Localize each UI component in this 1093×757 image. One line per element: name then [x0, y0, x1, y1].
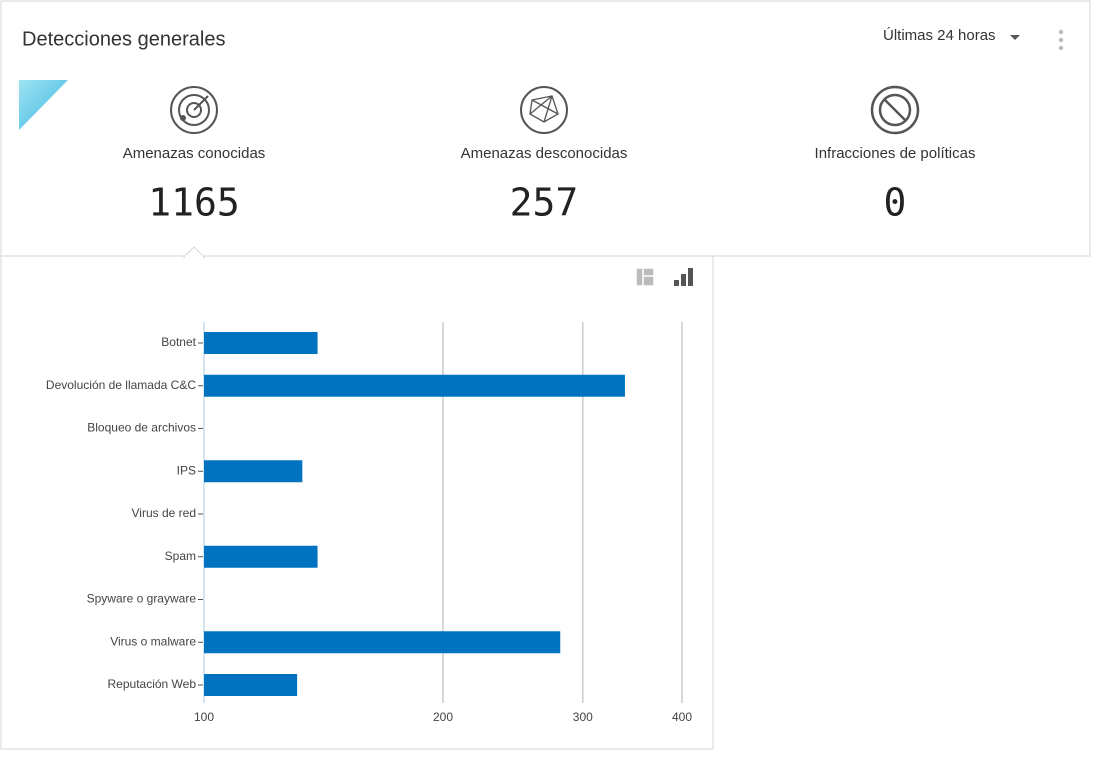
- stat-label: Infracciones de políticas: [815, 145, 976, 162]
- x-tick-label: 200: [433, 710, 453, 724]
- range-dropdown[interactable]: Últimas 24 horas: [883, 27, 1020, 44]
- dot: [1058, 29, 1064, 35]
- bar: [204, 374, 625, 397]
- caret: [1010, 35, 1020, 40]
- y-tick-label: Virus o malware: [110, 634, 196, 648]
- bar: [204, 545, 318, 568]
- table-view-icon[interactable]: [635, 267, 655, 287]
- stat-label: Amenazas desconocidas: [461, 145, 628, 162]
- dot: [1058, 37, 1064, 43]
- chart-view-icon[interactable]: [674, 268, 693, 286]
- stat-value: 0: [884, 181, 907, 225]
- selected-indicator: [19, 80, 68, 130]
- range-label: Últimas 24 horas: [883, 27, 996, 44]
- bar: [204, 332, 318, 354]
- bar: [204, 631, 561, 654]
- y-tick-label: IPS: [177, 463, 196, 477]
- menu-button[interactable]: [1058, 29, 1064, 51]
- block-icon: [870, 85, 920, 135]
- card-title: Detecciones generales: [22, 28, 225, 50]
- network-icon: [520, 86, 568, 134]
- y-tick-label: Botnet: [161, 335, 196, 349]
- x-tick-label: 400: [672, 710, 692, 724]
- radar-icon: [170, 86, 218, 134]
- chart-card: [0, 255, 714, 750]
- stat-label: Amenazas conocidas: [123, 145, 266, 162]
- y-tick-label: Reputación Web: [108, 677, 197, 691]
- stat-value: 1165: [148, 181, 240, 225]
- view-icons[interactable]: [635, 267, 693, 287]
- stat-value: 257: [510, 181, 579, 225]
- y-tick-label: Spyware o grayware: [87, 592, 197, 606]
- y-tick-label: Virus de red: [132, 506, 196, 520]
- dot: [1058, 45, 1064, 51]
- y-tick-label: Spam: [165, 549, 196, 563]
- bar: [204, 460, 303, 483]
- y-tick-label: Bloqueo de archivos: [87, 421, 196, 435]
- x-tick-label: 100: [194, 710, 214, 724]
- x-tick-label: 300: [573, 710, 593, 724]
- bar: [204, 674, 298, 696]
- y-tick-label: Devolución de llamada C&C: [46, 378, 196, 392]
